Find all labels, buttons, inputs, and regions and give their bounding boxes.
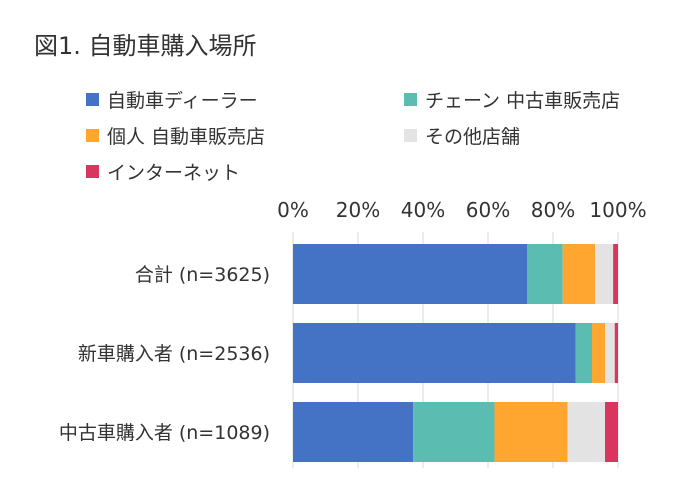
legend-label-internet: インターネット	[107, 162, 241, 184]
legend-swatch-dealer	[86, 93, 99, 106]
bar-segment	[592, 323, 605, 383]
x-tick-label: 60%	[466, 198, 510, 222]
bar-segment	[575, 323, 592, 383]
bar-segment	[293, 244, 527, 304]
legend-swatch-private-dealer	[86, 129, 99, 142]
legend-label-chain-used: チェーン 中古車販売店	[425, 90, 621, 112]
x-tick-label: 40%	[401, 198, 445, 222]
category-label: 中古車購入者 (n=1089)	[59, 422, 270, 444]
bar-segment	[613, 244, 618, 304]
legend-item-dealer: 自動車ディーラー	[86, 86, 258, 113]
bar-segment	[605, 323, 615, 383]
bar-segment	[494, 402, 568, 462]
legend-label-dealer: 自動車ディーラー	[107, 90, 258, 112]
legend-label-private-dealer: 個人 自動車販売店	[107, 126, 266, 148]
x-axis-ticks: 0% 20% 40% 60% 80% 100%	[277, 198, 646, 222]
category-label: 合計 (n=3625)	[135, 264, 270, 286]
bar-segment	[605, 402, 618, 462]
legend-swatch-internet	[86, 165, 99, 178]
legend-item-other: その他店舗	[404, 122, 520, 149]
bar-segment	[562, 244, 596, 304]
bars	[293, 244, 618, 462]
legend-item-chain-used: チェーン 中古車販売店	[404, 86, 620, 113]
x-tick-label: 20%	[336, 198, 380, 222]
category-label: 新車購入者 (n=2536)	[78, 343, 270, 365]
legend-swatch-other	[404, 129, 417, 142]
bar-segment	[293, 323, 576, 383]
bar-segment	[595, 244, 614, 304]
legend: 自動車ディーラー チェーン 中古車販売店 個人 自動車販売店 その他店舗 インタ…	[86, 86, 646, 196]
category-labels: 合計 (n=3625) 新車購入者 (n=2536) 中古車購入者 (n=1089)	[59, 264, 270, 444]
bar-segment	[527, 244, 563, 304]
legend-label-other: その他店舗	[425, 126, 521, 148]
x-tick-label: 100%	[589, 198, 646, 222]
x-tick-label: 0%	[277, 198, 309, 222]
bar-segment	[614, 323, 618, 383]
bar-segment	[293, 402, 414, 462]
bar-segment	[413, 402, 495, 462]
legend-swatch-chain-used	[404, 93, 417, 106]
chart-title: 図1. 自動車購入場所	[34, 32, 257, 60]
x-tick-label: 80%	[531, 198, 575, 222]
legend-item-private-dealer: 個人 自動車販売店	[86, 122, 265, 149]
bar-segment	[567, 402, 605, 462]
legend-item-internet: インターネット	[86, 158, 240, 185]
